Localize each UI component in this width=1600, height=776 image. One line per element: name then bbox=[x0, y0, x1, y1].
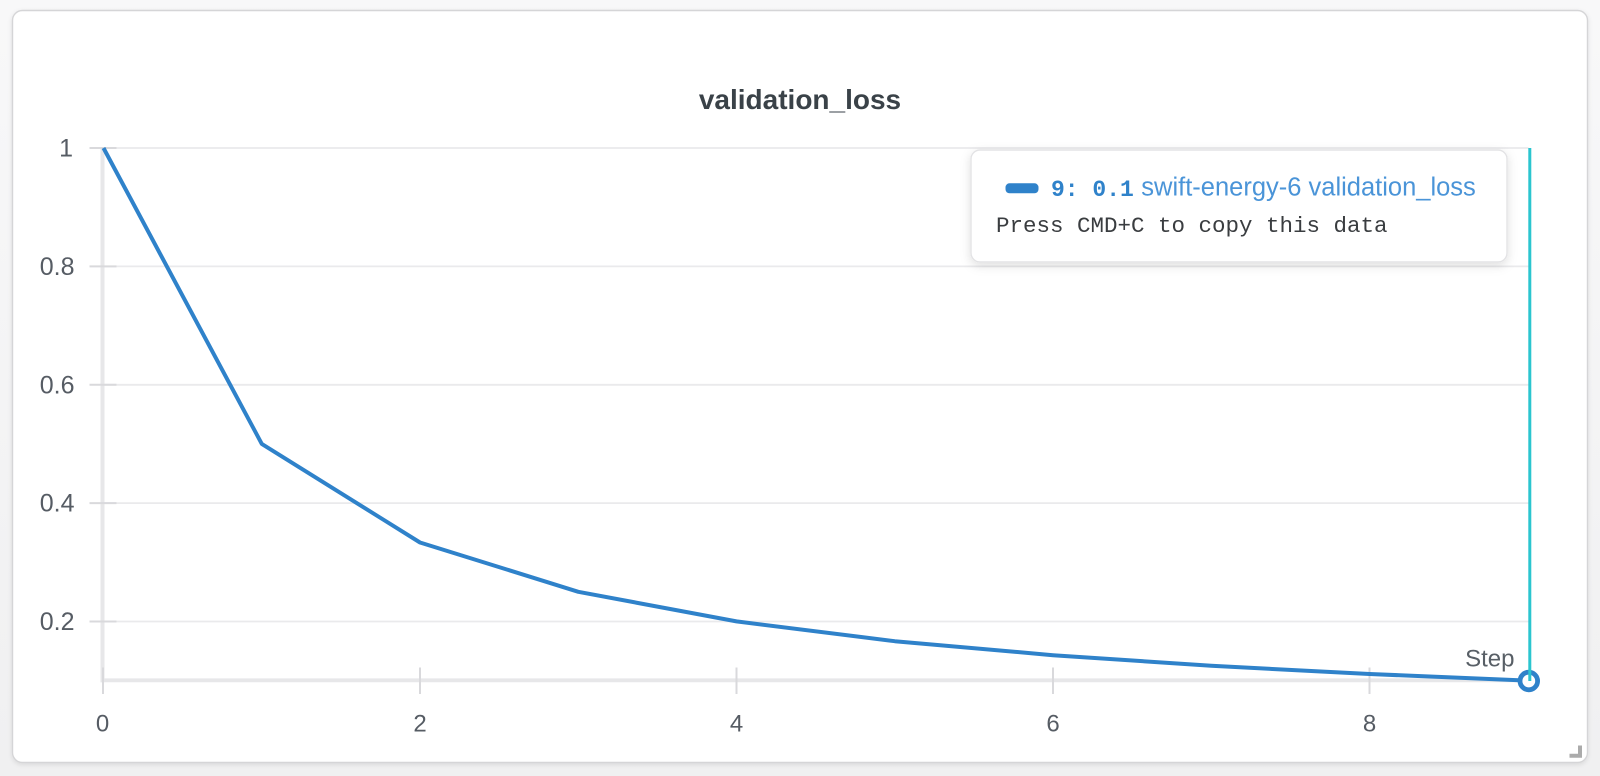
svg-text:0: 0 bbox=[96, 711, 109, 738]
svg-text:0.4: 0.4 bbox=[40, 490, 75, 518]
svg-text:6: 6 bbox=[1046, 711, 1059, 738]
svg-text:0.8: 0.8 bbox=[40, 253, 75, 281]
svg-text:validation_loss: validation_loss bbox=[699, 84, 901, 115]
svg-text:Press CMD+C to copy this data: Press CMD+C to copy this data bbox=[996, 213, 1388, 239]
svg-text:swift-energy-6 validation_loss: swift-energy-6 validation_loss bbox=[1141, 174, 1476, 202]
svg-text:0.2: 0.2 bbox=[40, 608, 75, 636]
svg-text:2: 2 bbox=[413, 711, 426, 738]
svg-text:9: 0.1: 9: 0.1 bbox=[1051, 177, 1134, 203]
svg-text:8: 8 bbox=[1363, 711, 1376, 738]
svg-text:4: 4 bbox=[730, 711, 743, 738]
svg-text:Step: Step bbox=[1465, 646, 1514, 673]
svg-text:1: 1 bbox=[59, 135, 73, 163]
svg-text:0.6: 0.6 bbox=[40, 371, 75, 399]
